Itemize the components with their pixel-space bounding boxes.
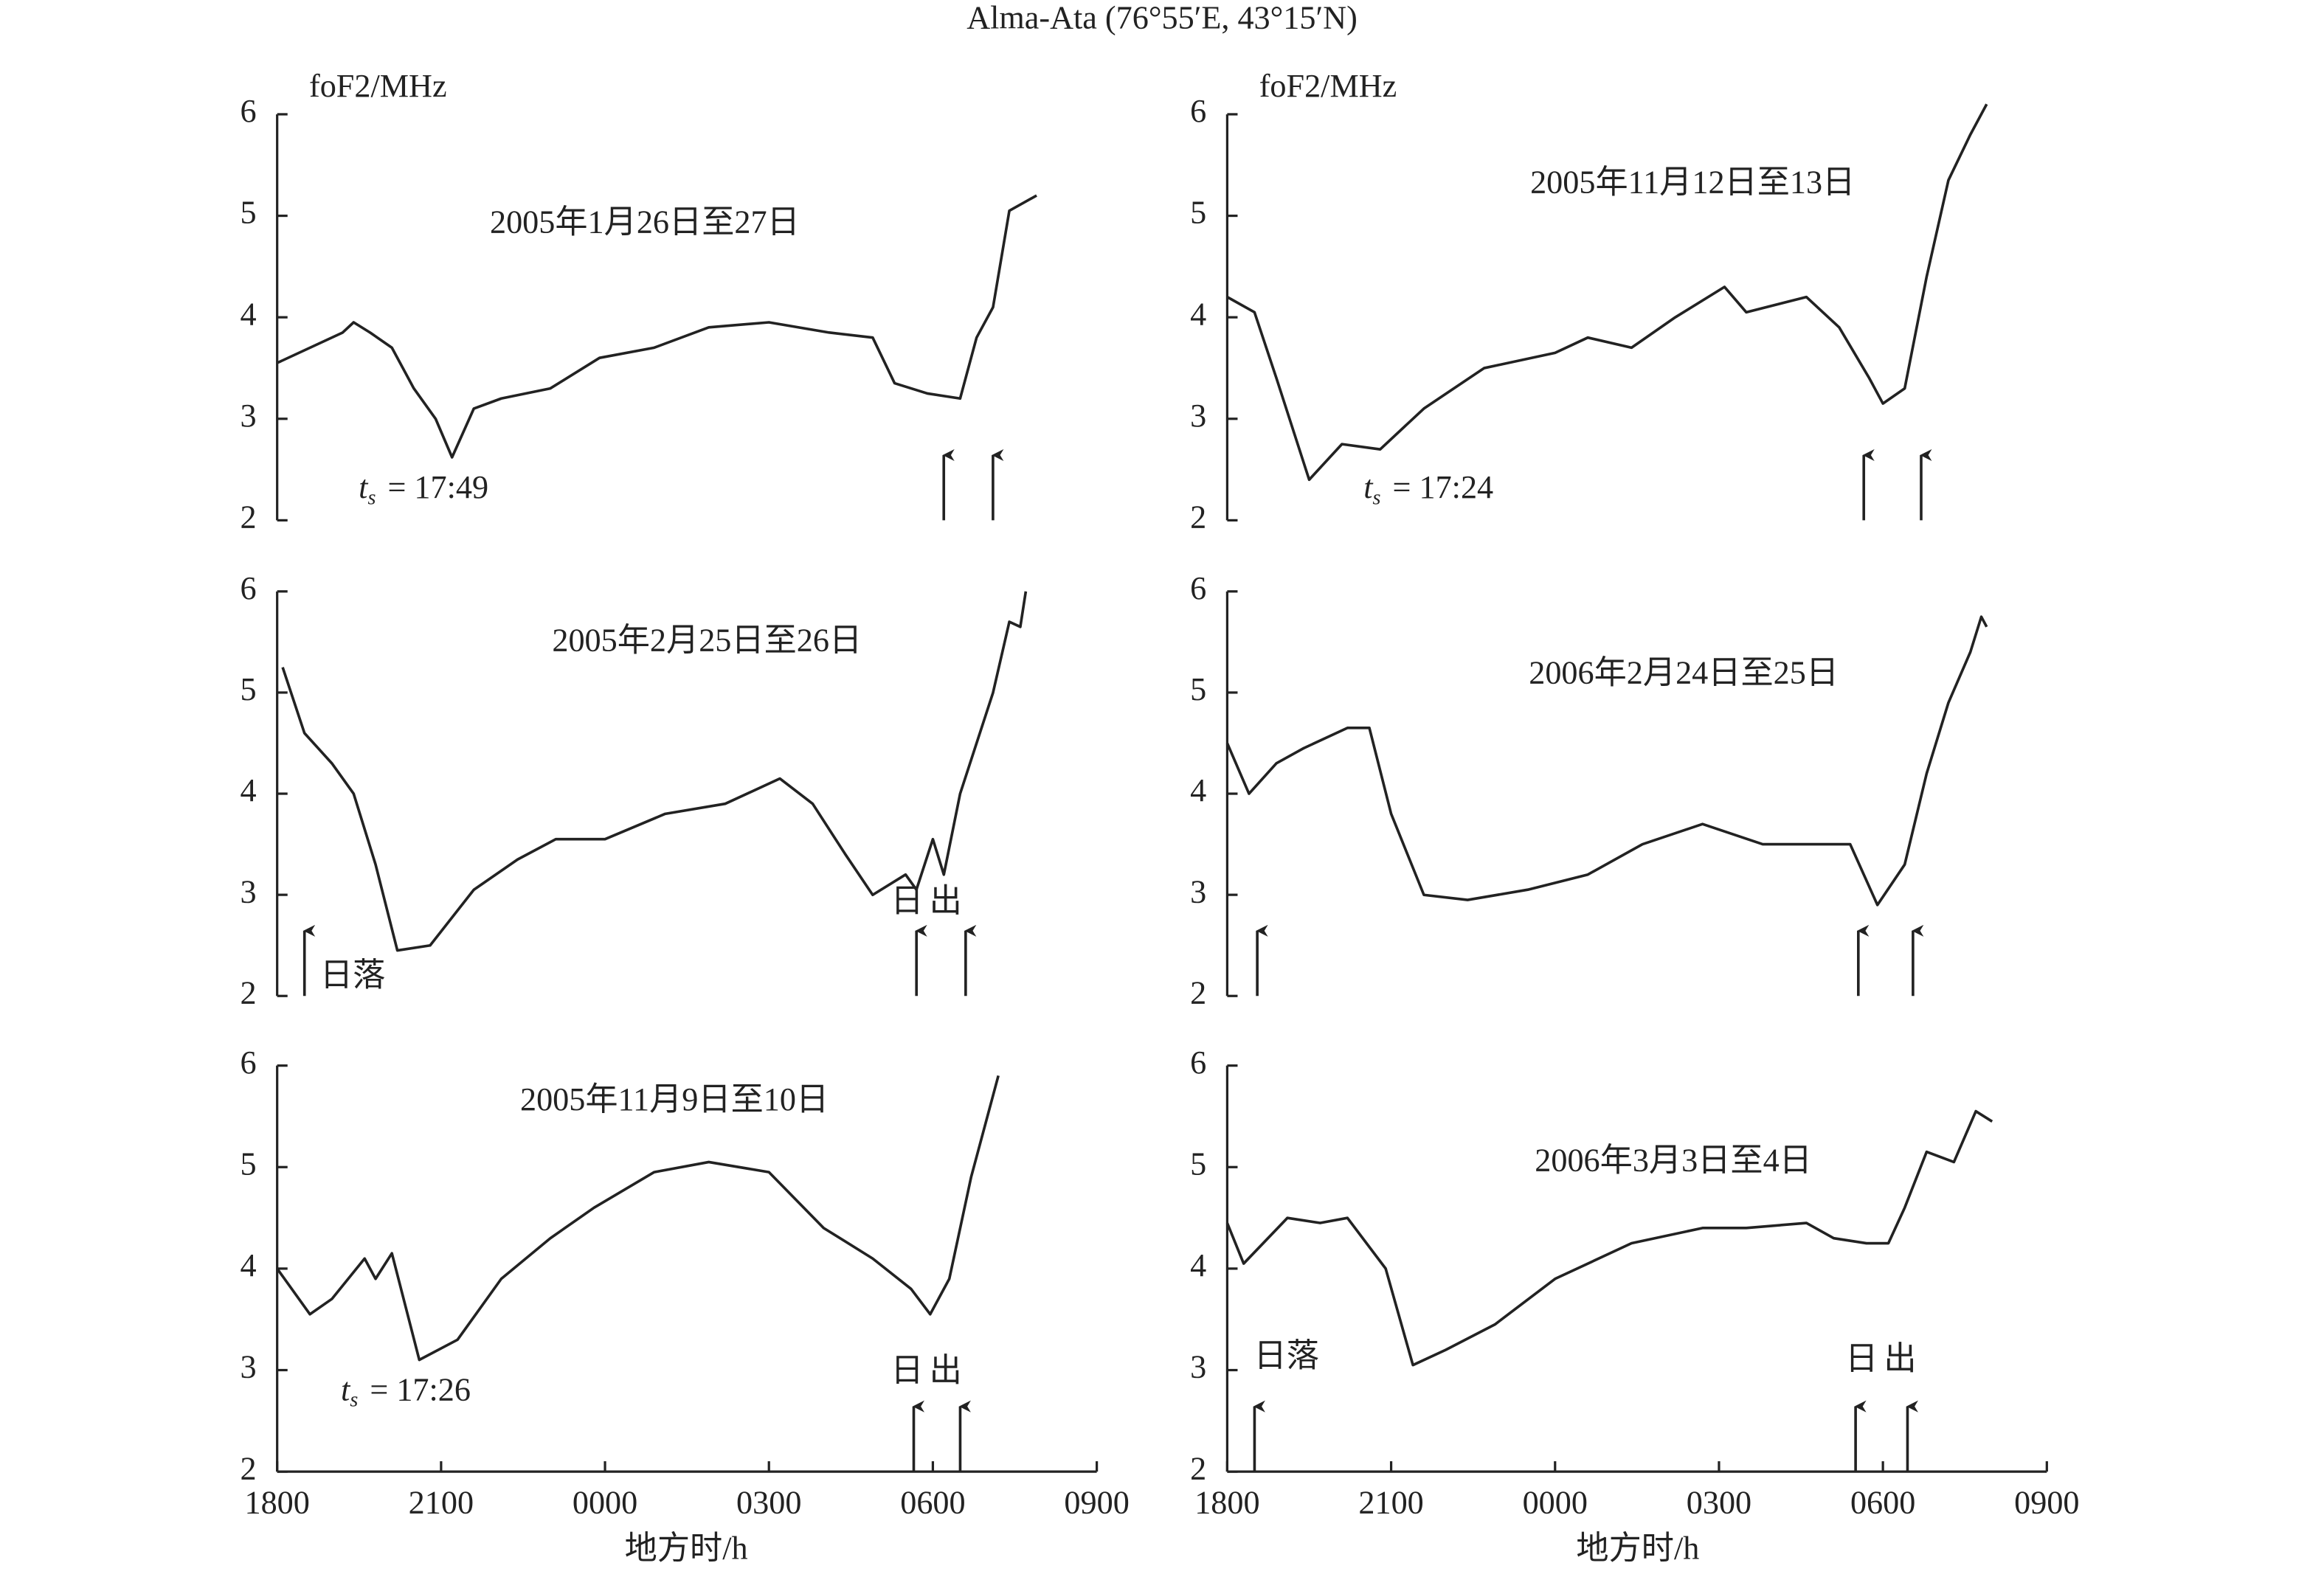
x-axis-label: 地方时/h <box>1576 1531 1699 1567</box>
ts-label: ts = 17:49 <box>359 469 488 509</box>
y-tick-label: 3 <box>240 873 256 909</box>
figure-title: Alma-Ata (76°55′E, 43°15′N) <box>966 0 1358 36</box>
ts-label: ts = 17:26 <box>341 1372 471 1412</box>
y-tick-label: 5 <box>240 671 256 707</box>
sunrise-label: 日出 <box>890 883 967 919</box>
y-tick-label: 5 <box>1190 671 1206 707</box>
x-tick-label: 1800 <box>1194 1484 1259 1520</box>
date-label: 2006年2月24日至25日 <box>1529 654 1839 690</box>
date-label: 2005年11月12日至13日 <box>1530 164 1855 201</box>
y-tick-label: 4 <box>1190 772 1206 808</box>
ts-symbol: t <box>1363 469 1374 505</box>
x-tick-label: 1800 <box>244 1484 309 1520</box>
y-axis-label: foF2/MHz <box>309 68 447 104</box>
data-line <box>281 591 1028 952</box>
y-tick-label: 5 <box>240 195 256 231</box>
ts-value: = 17:49 <box>387 469 488 505</box>
y-tick-label: 5 <box>1190 1146 1206 1182</box>
data-line <box>276 194 1037 459</box>
y-tick-label: 3 <box>1190 398 1206 434</box>
y-tick-label: 3 <box>1190 873 1206 909</box>
ts-subscript: s <box>350 1389 358 1412</box>
ts-subscript: s <box>367 487 376 510</box>
x-tick-label: 0900 <box>1064 1484 1129 1520</box>
y-tick-label: 2 <box>1190 1450 1206 1486</box>
ts-symbol: t <box>359 469 369 505</box>
y-tick-label: 5 <box>240 1146 256 1182</box>
x-tick-label: 0000 <box>1523 1484 1588 1520</box>
y-tick-label: 4 <box>240 296 256 332</box>
ts-symbol: t <box>341 1372 351 1408</box>
data-line <box>1226 103 1988 482</box>
y-tick-label: 4 <box>240 1247 256 1283</box>
y-tick-label: 3 <box>1190 1349 1206 1385</box>
date-label: 2005年2月25日至26日 <box>552 622 862 658</box>
date-label: 2006年3月3日至4日 <box>1535 1142 1812 1178</box>
y-tick-label: 2 <box>1190 499 1206 536</box>
y-tick-label: 6 <box>1190 570 1206 606</box>
y-tick-label: 2 <box>1190 974 1206 1011</box>
data-line <box>276 1075 1000 1362</box>
x-tick-label: 0900 <box>2014 1484 2079 1520</box>
x-tick-label: 2100 <box>1358 1484 1423 1520</box>
y-tick-label: 2 <box>240 974 256 1011</box>
y-tick-label: 3 <box>240 1349 256 1385</box>
sunrise-label: 日出 <box>890 1353 967 1389</box>
x-tick-label: 2100 <box>409 1484 474 1520</box>
y-tick-label: 6 <box>240 570 256 606</box>
x-tick-label: 0300 <box>736 1484 801 1520</box>
x-tick-label: 0600 <box>900 1484 965 1520</box>
x-tick-label: 0000 <box>573 1484 637 1520</box>
x-tick-label: 0300 <box>1687 1484 1751 1520</box>
ts-value: = 17:26 <box>370 1372 471 1408</box>
date-label: 2005年11月9日至10日 <box>520 1081 829 1117</box>
data-line <box>1225 615 1988 907</box>
sunset-label: 日落 <box>320 957 385 993</box>
y-tick-label: 5 <box>1190 195 1206 231</box>
y-tick-label: 6 <box>1190 93 1206 129</box>
x-tick-label: 0600 <box>1850 1484 1915 1520</box>
date-label: 2005年1月26日至27日 <box>490 204 800 240</box>
y-tick-label: 6 <box>240 93 256 129</box>
ts-subscript: s <box>1372 487 1380 510</box>
y-tick-label: 3 <box>240 398 256 434</box>
y-tick-label: 6 <box>1190 1044 1206 1081</box>
y-tick-label: 2 <box>240 1450 256 1486</box>
y-tick-label: 4 <box>240 772 256 808</box>
data-line <box>1225 1109 1993 1367</box>
x-axis-label: 地方时/h <box>625 1531 748 1567</box>
y-tick-label: 4 <box>1190 296 1206 332</box>
y-tick-label: 2 <box>240 499 256 536</box>
y-tick-label: 4 <box>1190 1247 1206 1283</box>
y-tick-label: 6 <box>240 1044 256 1081</box>
ts-value: = 17:24 <box>1393 469 1494 505</box>
sunrise-label: 日出 <box>1845 1341 1922 1377</box>
sunset-label: 日落 <box>1254 1338 1319 1374</box>
y-axis-label: foF2/MHz <box>1259 68 1397 104</box>
ts-label: ts = 17:24 <box>1363 469 1493 509</box>
